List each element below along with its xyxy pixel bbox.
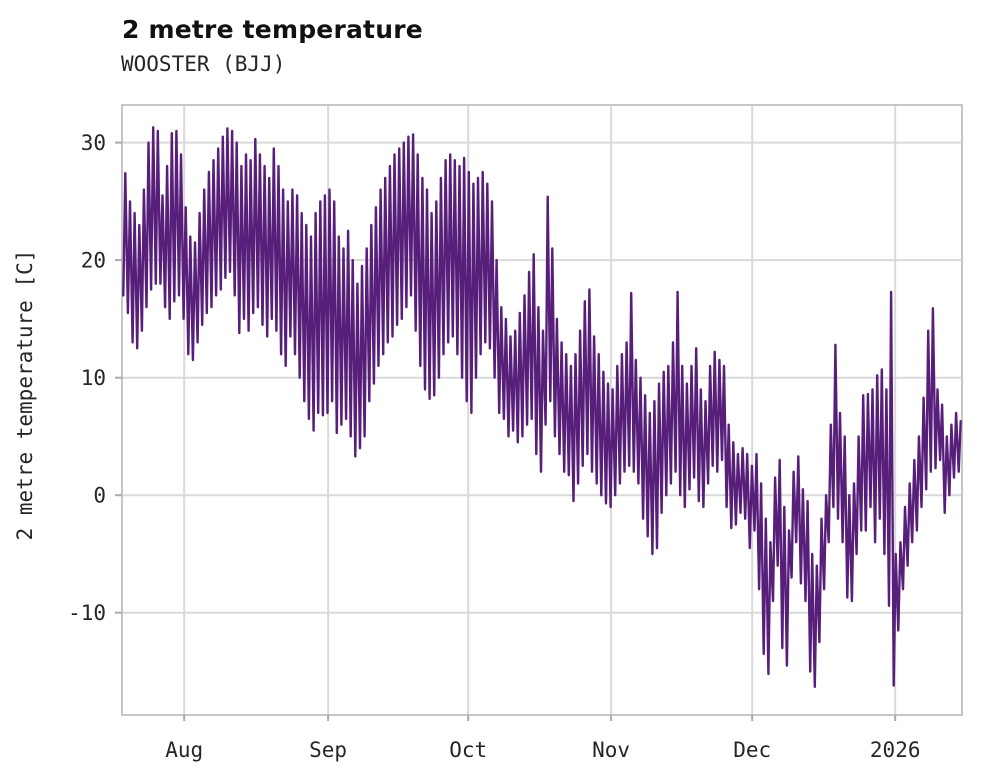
y-tick-label: -10 xyxy=(68,601,106,625)
chart-title: 2 metre temperature xyxy=(122,15,423,44)
y-tick-label: 30 xyxy=(81,131,106,155)
x-tick-label: Aug xyxy=(165,738,203,762)
x-tick-label: Nov xyxy=(592,738,630,762)
y-tick-label: 0 xyxy=(93,484,106,508)
y-axis-label: 2 metre temperature [C] xyxy=(13,250,37,541)
temperature-line xyxy=(122,126,962,688)
x-tick-label: Sep xyxy=(309,738,347,762)
x-tick-label: Oct xyxy=(449,738,487,762)
y-tick-label: 10 xyxy=(81,366,106,390)
y-tick-label: 20 xyxy=(81,249,106,273)
plot-border xyxy=(121,104,963,716)
x-tick-label: 2026 xyxy=(870,738,921,762)
chart-subtitle: WOOSTER (BJJ) xyxy=(121,52,286,76)
x-tick-label: Dec xyxy=(733,738,771,762)
